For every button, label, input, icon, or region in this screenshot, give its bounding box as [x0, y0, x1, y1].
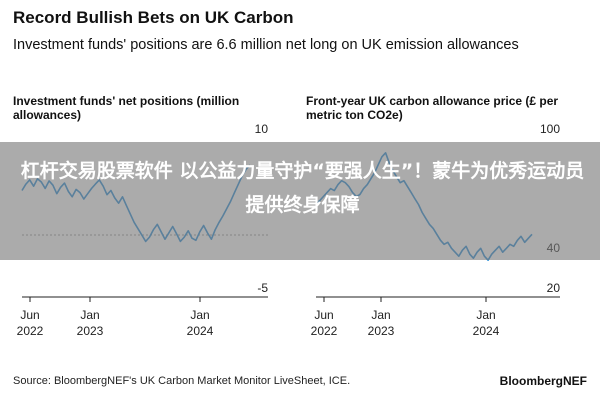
left-x-tick-label: Jun — [20, 308, 39, 322]
right-x-tick-label: Jun — [314, 308, 333, 322]
brand-logo: BloombergNEF — [499, 374, 587, 388]
left-panel-title: Investment funds' net positions (million… — [13, 94, 240, 122]
left-x-tick-label: Jan — [80, 308, 99, 322]
right-y-tick-label: 20 — [547, 281, 561, 295]
right-x-tick-year: 2022 — [311, 324, 338, 338]
left-x-tick-year: 2023 — [77, 324, 104, 338]
left-x-tick-year: 2024 — [187, 324, 214, 338]
right-x-tick-label: Jan — [476, 308, 495, 322]
left-y-tick-label: -5 — [257, 281, 268, 295]
right-x-tick-year: 2024 — [473, 324, 500, 338]
left-x-tick-year: 2022 — [17, 324, 44, 338]
chart-title: Record Bullish Bets on UK Carbon — [13, 8, 294, 27]
overlay-banner — [0, 142, 600, 260]
chart-subtitle: Investment funds' positions are 6.6 mill… — [13, 37, 519, 53]
overlay-banner-text: 杠杆交易股票软件 以公益力量守护“要强人生”！蒙牛为优秀运动员提供终身保障 — [20, 160, 585, 216]
right-panel-title: Front-year UK carbon allowance price (£ … — [306, 94, 559, 122]
source-note: Source: BloombergNEF's UK Carbon Market … — [13, 375, 351, 387]
left-y-tick-label: 10 — [255, 122, 269, 136]
right-x-tick-year: 2023 — [368, 324, 395, 338]
left-x-tick-label: Jan — [190, 308, 209, 322]
right-x-tick-label: Jan — [371, 308, 390, 322]
right-y-tick-label: 100 — [540, 122, 560, 136]
